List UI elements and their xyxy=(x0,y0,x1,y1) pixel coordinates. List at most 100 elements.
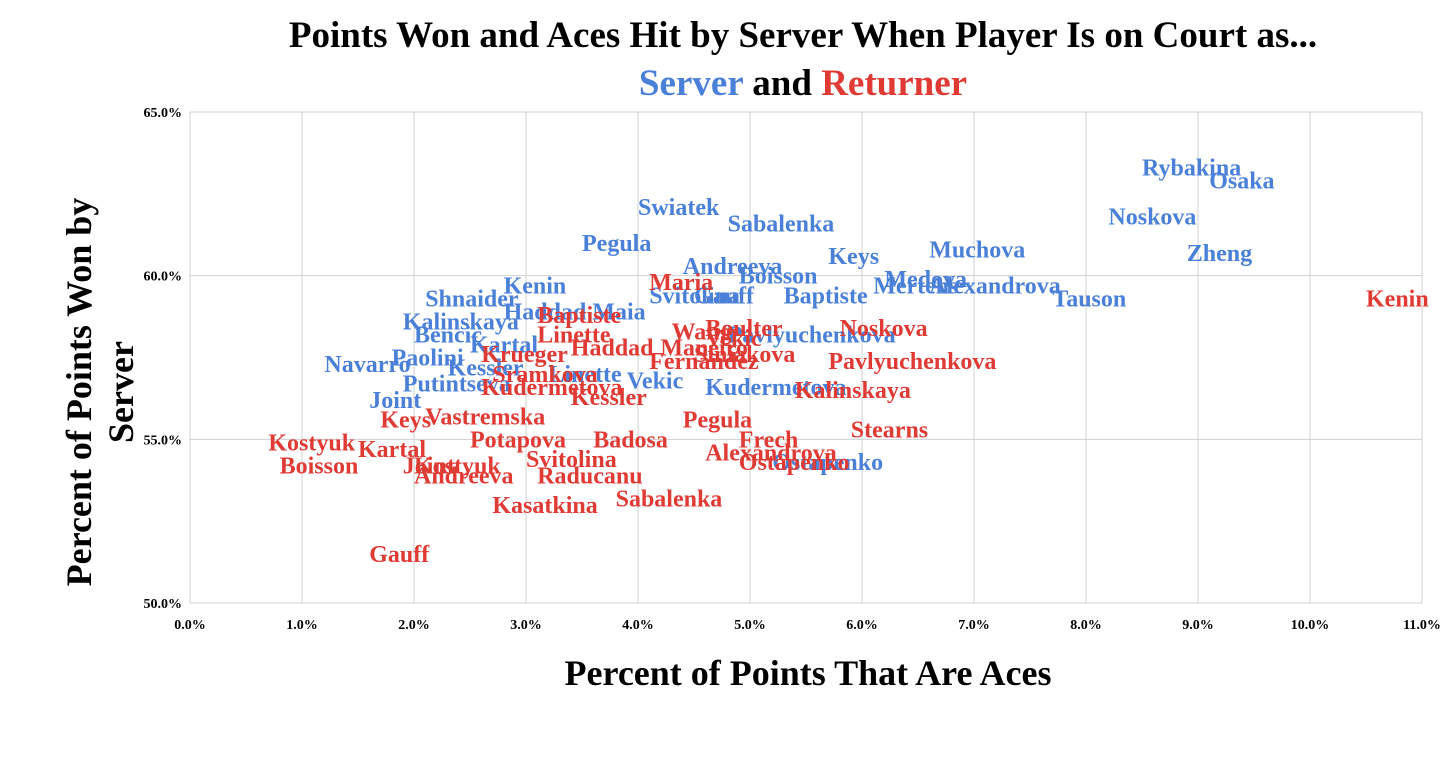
returner-point-label: Boisson xyxy=(280,454,359,480)
server-point-label: Navarro xyxy=(324,352,410,378)
x-tick-label: 10.0% xyxy=(1291,618,1330,633)
returner-point-label: Badosa xyxy=(593,427,668,453)
x-tick-label: 8.0% xyxy=(1070,618,1102,633)
returner-point-label: Andreeva xyxy=(414,463,514,489)
server-point-label: Baptiste xyxy=(784,283,868,309)
returner-point-label: Kudermetova xyxy=(481,375,622,401)
x-tick-label: 5.0% xyxy=(734,618,766,633)
returner-point-label: Linette xyxy=(537,323,611,349)
server-point-label: Andreeva xyxy=(683,254,783,280)
chart-subtitle: Server and Returner xyxy=(0,62,1456,105)
returner-point-label: Keys xyxy=(380,408,431,434)
server-point-label: Swiatek xyxy=(638,195,720,221)
server-point-label: Gauff xyxy=(694,283,755,309)
server-point-label: Kenin xyxy=(504,273,567,299)
server-point-label: Putintseva xyxy=(403,372,511,398)
returner-point-label: Wang xyxy=(672,319,732,345)
returner-point-label: Sramkova xyxy=(492,362,597,388)
server-point-label: Haddad Maia xyxy=(504,300,646,326)
server-point-label: Paolini xyxy=(392,346,464,372)
server-point-label: Pegula xyxy=(582,231,651,257)
returner-point-label: Siniakova xyxy=(694,342,795,368)
returner-point-label: Maneiro xyxy=(660,336,748,362)
returner-point-label: Noskova xyxy=(840,316,928,342)
x-tick-label: 9.0% xyxy=(1182,618,1214,633)
server-point-label: Alexandrova xyxy=(929,273,1061,299)
server-point-label: Bencic xyxy=(414,323,482,349)
x-tick-label: 0.0% xyxy=(174,618,206,633)
server-point-label: Kalinskaya xyxy=(403,309,519,335)
server-point-label: Muchova xyxy=(929,237,1025,263)
returner-point-label: Haddad xyxy=(571,336,654,362)
returner-point-label: Sabalenka xyxy=(616,486,723,512)
server-point-label: Shnaider xyxy=(425,287,519,313)
returner-point-label: Kasatkina xyxy=(492,493,597,519)
returner-point-label: Kartal xyxy=(358,437,426,463)
server-point-label: Noskova xyxy=(1108,205,1196,231)
returner-point-label: Ostapenko xyxy=(739,450,850,476)
server-point-label: Kudermetova xyxy=(705,375,846,401)
legend-and-label: and xyxy=(752,63,812,104)
returner-point-label: Boulter xyxy=(705,316,783,342)
x-tick-label: 2.0% xyxy=(398,618,430,633)
returner-point-label: Kessler xyxy=(571,385,647,411)
server-point-label: Kessler xyxy=(448,355,524,381)
x-tick-label: 3.0% xyxy=(510,618,542,633)
server-point-label: Osaka xyxy=(1209,169,1274,195)
returner-point-label: Krueger xyxy=(481,342,568,368)
chart-title: Points Won and Aces Hit by Server When P… xyxy=(288,15,1318,56)
x-tick-label: 4.0% xyxy=(622,618,654,633)
server-point-label: Rybakina xyxy=(1142,156,1241,182)
y-tick-label: 50.0% xyxy=(144,597,183,612)
returner-point-label: Vekic xyxy=(705,326,762,352)
y-tick-label: 60.0% xyxy=(144,270,183,285)
returner-point-label: Baptiste xyxy=(537,303,621,329)
server-point-label: Joint xyxy=(369,388,421,414)
x-tick-label: 1.0% xyxy=(286,618,318,633)
server-point-label: Boisson xyxy=(739,264,818,290)
returner-point-label: Alexandrova xyxy=(705,440,837,466)
x-tick-labels: 0.0% 1.0% 2.0% 3.0% 4.0% 5.0% 6.0% 7.0% 8.0% 9.0%… xyxy=(174,618,1441,633)
returner-point-label: Frech xyxy=(739,427,799,453)
returner-point-label: Kenin xyxy=(1366,287,1429,313)
server-point-label: Ostapenko xyxy=(772,450,883,476)
returner-point-label: Kostyuk xyxy=(414,454,501,480)
returner-point-label: Fernandez xyxy=(649,349,759,375)
returner-point-label: Joint xyxy=(403,454,455,480)
returner-point-label: Svitolina xyxy=(526,447,617,473)
returner-point-label: Pegula xyxy=(683,408,752,434)
legend-returner-label: Returner xyxy=(821,63,968,104)
server-point-label: Keys xyxy=(828,244,879,270)
returner-point-label: Kalinskaya xyxy=(795,378,911,404)
server-point-label: Pavlyuchenkova xyxy=(728,323,896,349)
x-axis-label: Percent of Points That Are Aces xyxy=(564,653,1052,693)
y-axis-label: Percent of Points Won by Server xyxy=(59,197,141,587)
server-point-label: Medova xyxy=(884,267,967,293)
returner-point-label: Gauff xyxy=(369,542,430,568)
returner-point-label: Raducanu xyxy=(537,463,642,489)
server-point-label: Tauson xyxy=(1052,287,1126,313)
returner-point-label: Potapova xyxy=(470,427,566,453)
y-tick-label: 55.0% xyxy=(144,433,183,448)
returner-point-label: Kostyuk xyxy=(268,431,355,457)
server-point-label: Svitolina xyxy=(649,283,740,309)
server-point-label: Zheng xyxy=(1187,241,1252,267)
returner-point-label: Stearns xyxy=(851,418,928,444)
legend-server-label: Server xyxy=(638,63,744,104)
y-tick-labels: 50.0% 55.0% 60.0% 65.0% xyxy=(144,106,183,612)
grid-lines xyxy=(189,111,1423,604)
x-tick-label: 6.0% xyxy=(846,618,878,633)
x-tick-label: 11.0% xyxy=(1403,618,1441,633)
server-point-label: Linette xyxy=(548,362,622,388)
returner-point-label: Pavlyuchenkova xyxy=(828,349,996,375)
server-point-label: Kartal xyxy=(470,332,538,358)
server-point-label: Mertens xyxy=(873,273,958,299)
server-point-label: Sabalenka xyxy=(728,211,835,237)
y-tick-label: 65.0% xyxy=(144,106,183,121)
x-tick-label: 7.0% xyxy=(958,618,990,633)
returner-point-label: Vastremska xyxy=(425,404,545,430)
server-point-label: Vekic xyxy=(627,368,684,394)
returner-point-label: Maria xyxy=(649,270,713,296)
